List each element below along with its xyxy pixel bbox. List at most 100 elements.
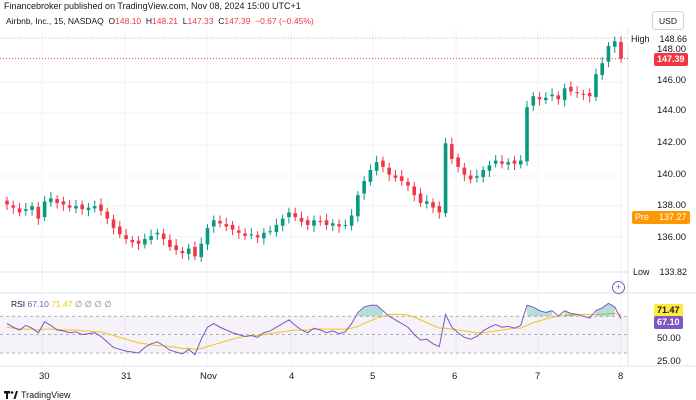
premarket-tag: Pre 137.27 [632,211,690,224]
candle-body [305,220,310,225]
candle-body [180,250,185,254]
candle-body [468,175,473,180]
candle-body [518,160,523,165]
candle-body [255,235,260,238]
candle-body [111,219,116,229]
rsi-axis-label: 25.00 [657,356,681,367]
rsi-signal-tag: 71.47 [654,304,683,317]
candle-body [406,181,410,186]
candle-body [211,220,216,227]
candle-body [575,92,579,94]
candle-body [67,205,72,208]
candle-body [412,186,417,196]
candle-body [481,169,485,178]
tradingview-logo-icon [4,391,18,399]
symbol-name: Airbnb, Inc., 15, NASDAQ [6,16,104,26]
candle-body [92,206,97,209]
close-label: C [218,16,225,26]
high-tag-label: High [631,34,650,44]
y-tick-label: 146.00 [657,75,687,86]
x-tick-label: 4 [289,371,295,382]
plus-circle-icon[interactable]: + [612,281,625,294]
candle-body [262,232,266,239]
candle-body [512,160,517,164]
candle-body [619,42,623,59]
candle-body [130,239,135,243]
candle-body [136,240,141,244]
candle-body [174,245,178,251]
rsi-name: RSI [11,299,26,309]
currency-button[interactable]: USD [652,11,684,30]
high-tag: High 148.66 [628,33,691,46]
x-tick-label: 5 [370,371,376,382]
candle-body [161,233,166,240]
candle-body [42,201,47,218]
candle-body [293,213,298,218]
x-tick-label: 31 [121,371,132,382]
premarket-label: Pre [635,212,650,222]
candle-body [399,176,404,181]
candle-body [274,224,279,233]
x-tick-label: Nov [200,371,217,382]
candle-body [49,198,53,203]
publisher-line: Financebroker published on TradingView.c… [4,1,301,11]
candle-body [318,221,323,223]
candle-body [443,143,448,214]
candle-body [149,235,153,240]
candle-body [287,212,291,218]
candle-body [312,220,316,226]
low-tag: Low 133.82 [630,266,691,279]
y-tick-label: 144.00 [657,105,687,116]
candle-body [594,74,598,97]
candle-body [462,167,467,175]
candle-body [218,221,222,224]
candle-body [337,224,341,227]
candle-body [23,209,28,211]
candle-body [487,165,492,171]
candle-body [569,86,573,92]
rsi-overbought-fill [357,305,383,317]
high-tag-value: 148.66 [659,34,688,44]
rsi-line [6,302,622,356]
candle-body [61,201,66,205]
candle-body [86,207,91,211]
candle-body [99,204,103,211]
candle-body [418,193,423,203]
rsi-overbought-fill [595,303,615,317]
candle-body [556,95,561,100]
candle-body [475,176,479,178]
candle-body [506,162,511,165]
brand-name: TradingView [21,390,71,400]
candle-body [55,199,59,203]
x-tick-label: 7 [535,371,541,382]
candle-body [343,224,348,226]
candle-body [600,63,605,76]
candle-body [544,97,548,101]
candle-body [168,239,172,247]
candle-body [500,161,504,164]
candle-body [531,96,536,106]
candle-body [299,217,304,222]
rsi-signal-line [6,312,622,350]
candle-body [230,224,235,230]
candle-body [280,218,285,226]
y-tick-label: 138.00 [657,200,687,211]
rsi-axis-label: 50.00 [657,333,681,344]
symbol-legend: Airbnb, Inc., 15, NASDAQ O148.10 H148.21… [6,16,314,26]
candle-body [249,234,254,236]
rsi-placeholders: ∅ ∅ ∅ ∅ [74,299,112,309]
candle-body [36,206,41,219]
candle-body [330,223,335,226]
x-tick-label: 8 [618,371,624,382]
candle-body [105,211,110,219]
low-tag-label: Low [633,267,650,277]
tradingview-logo[interactable]: TradingView [4,390,71,400]
candle-body [11,205,16,208]
open-value: 148.10 [115,16,142,26]
candle-body [587,93,592,97]
candle-body [606,45,611,62]
y-tick-label: 148.00 [657,44,687,55]
candle-body [117,226,122,235]
rsi-value-tag: 67.10 [654,316,683,329]
